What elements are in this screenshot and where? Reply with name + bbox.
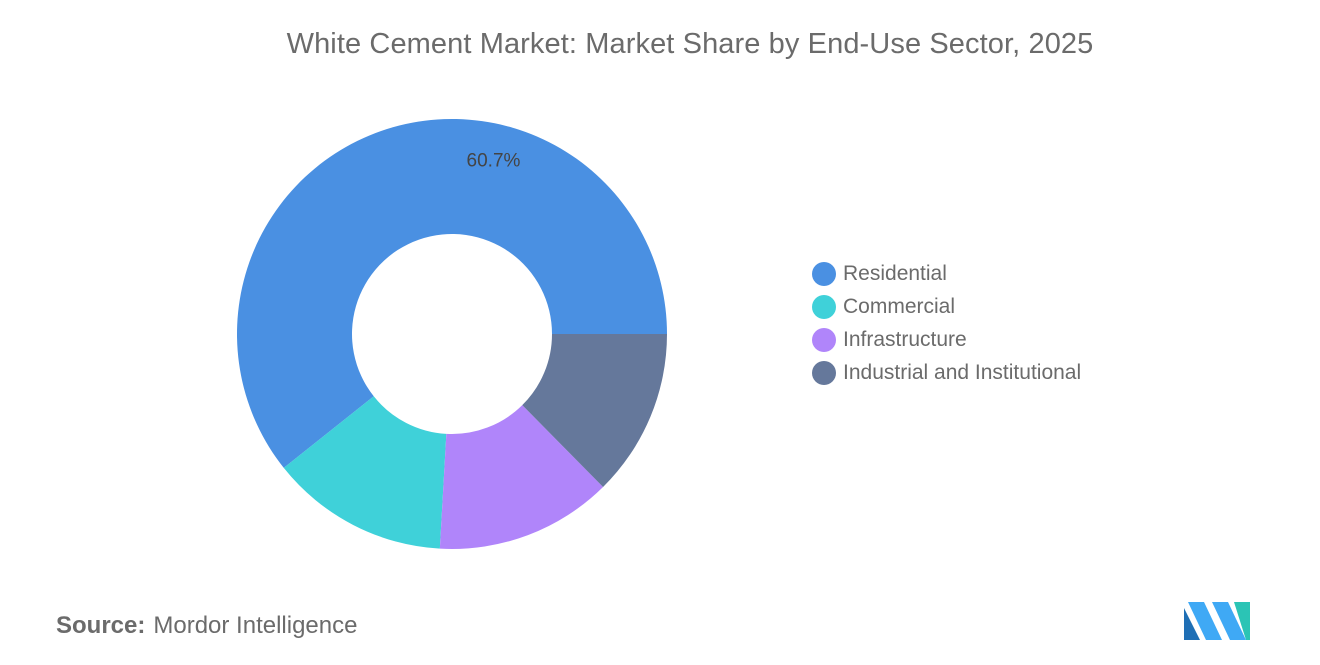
legend-label: Commercial <box>843 294 956 318</box>
mordor-intelligence-logo-icon <box>1184 602 1250 640</box>
legend-item: Infrastructure <box>812 323 1081 356</box>
slice-industrial-and-institutional <box>522 334 667 487</box>
chart-legend: Residential Commercial Infrastructure Indus… <box>812 257 1081 389</box>
legend-item: Industrial and Institutional <box>812 356 1081 389</box>
chart-title: White Cement Market: Market Share by End… <box>286 28 1094 60</box>
legend-swatch-icon <box>812 261 836 286</box>
legend-item: Commercial <box>812 290 1081 323</box>
legend-item: Residential <box>812 257 1081 290</box>
slice-commercial <box>283 396 447 549</box>
legend-label: Industrial and Institutional <box>843 360 1082 384</box>
source-text: Mordor Intelligence <box>153 612 358 639</box>
source-label: Source: <box>56 612 146 639</box>
slice-infrastructure <box>439 405 604 549</box>
source-note: Source: Mordor Intelligence <box>56 612 357 640</box>
legend-label: Residential <box>843 261 947 285</box>
legend-label: Infrastructure <box>843 327 967 351</box>
data-label: 60.7% <box>467 150 521 171</box>
legend-swatch-icon <box>812 360 836 385</box>
legend-swatch-icon <box>812 294 836 319</box>
slice-residential <box>237 119 668 468</box>
legend-swatch-icon <box>812 327 836 352</box>
